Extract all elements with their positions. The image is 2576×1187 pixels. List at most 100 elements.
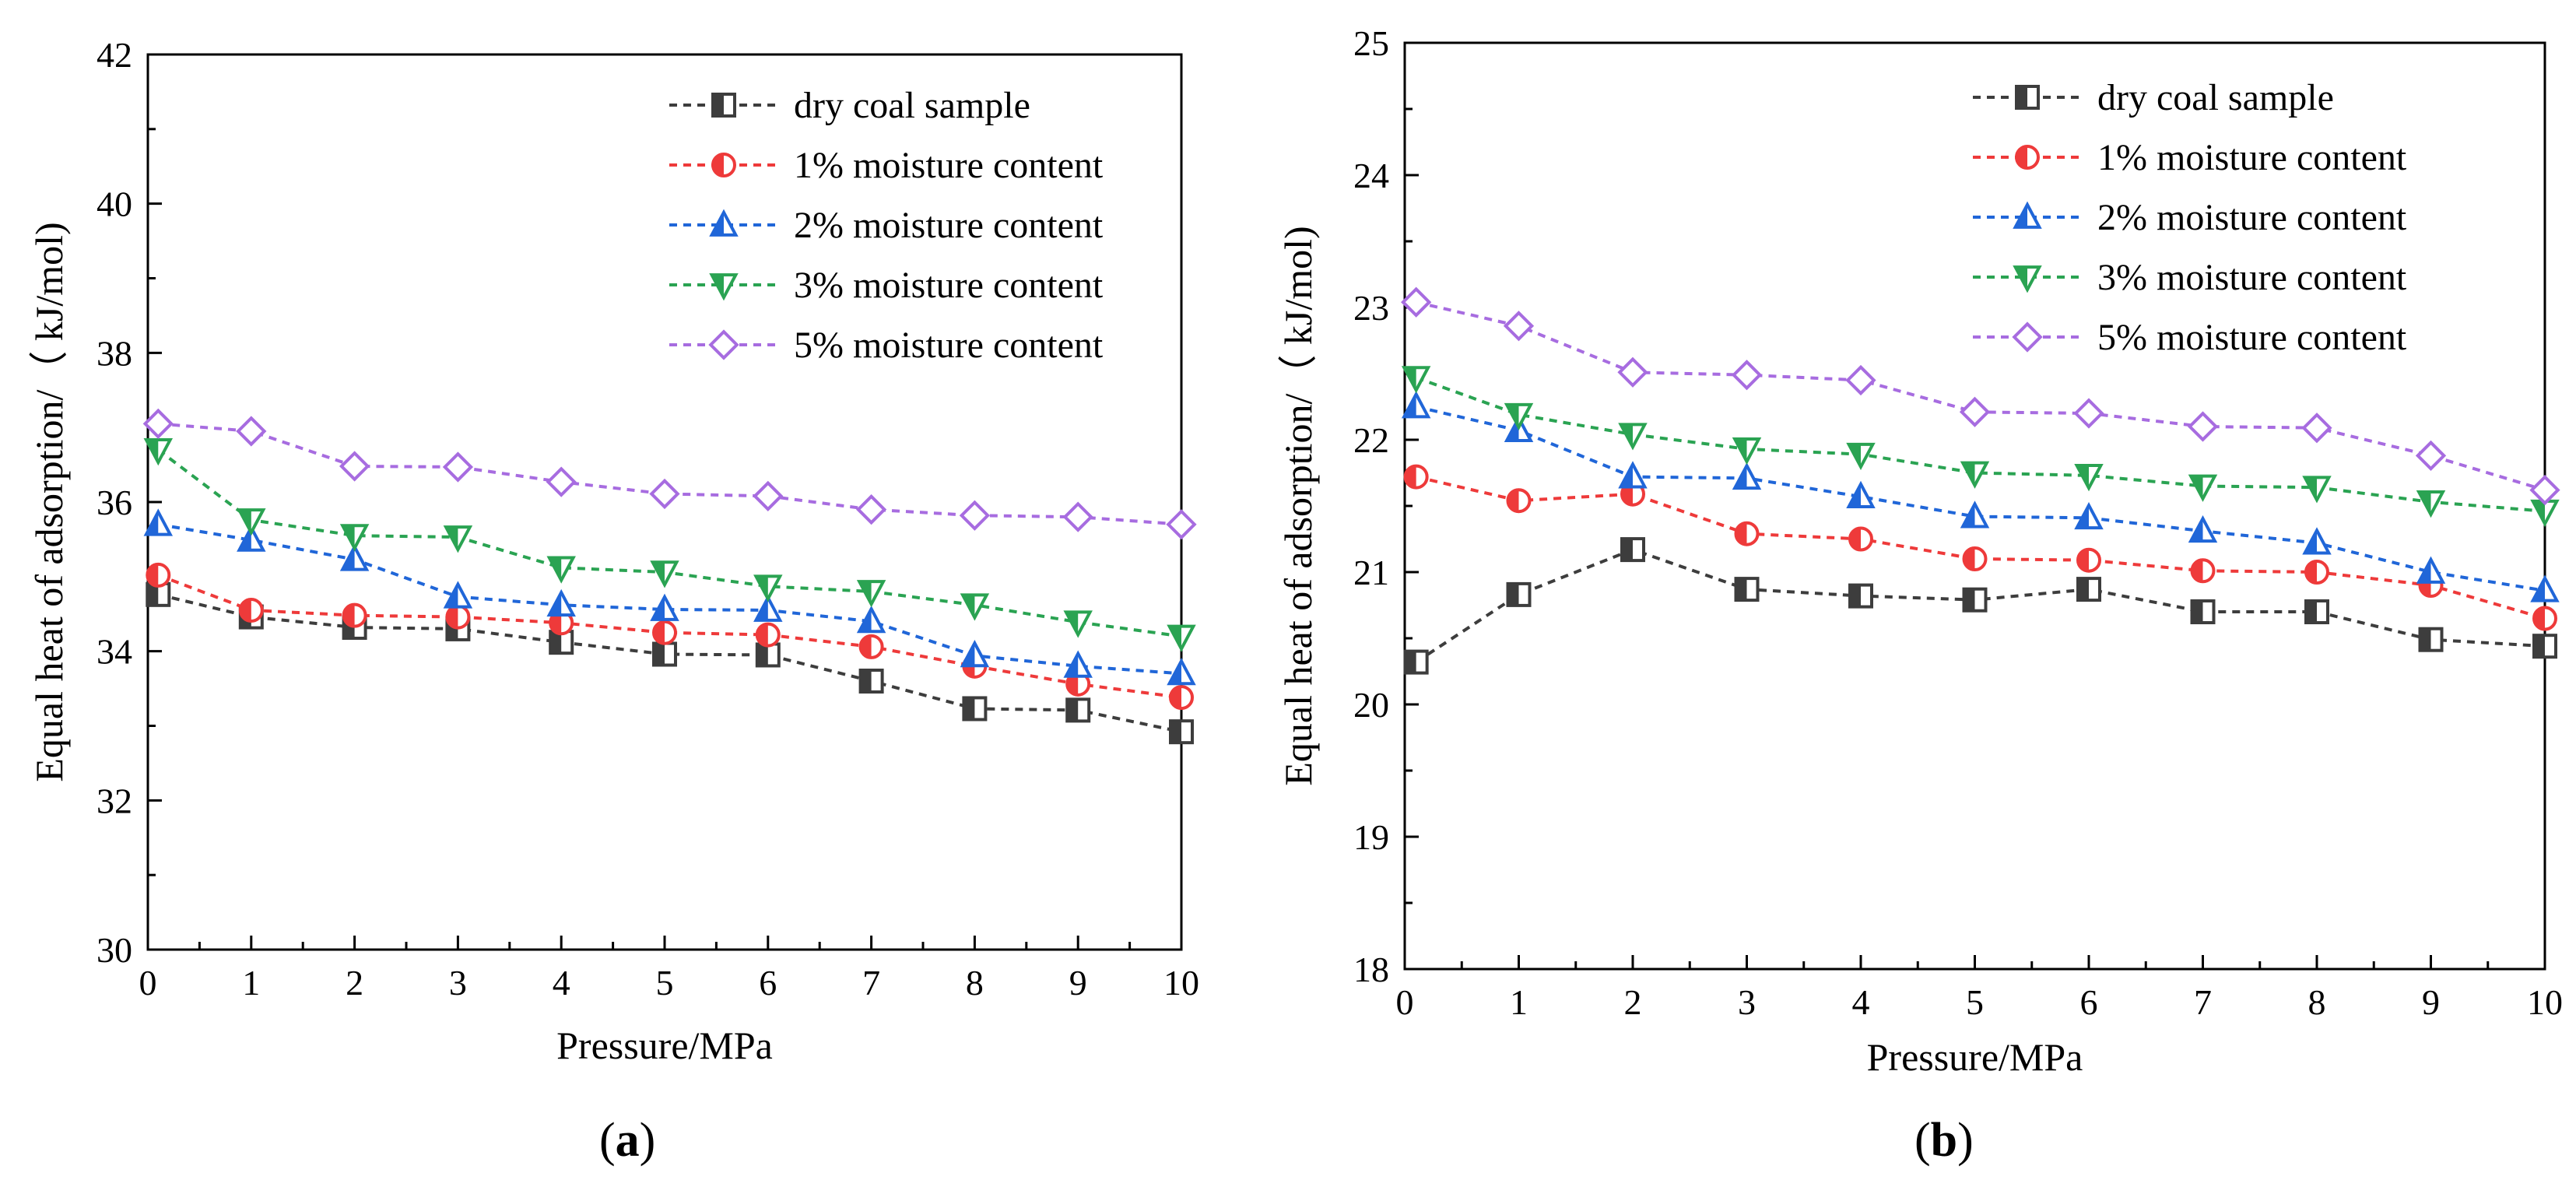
- data-point: [650, 560, 679, 588]
- data-point: [143, 438, 174, 466]
- data-point: [2190, 599, 2216, 624]
- data-point: [652, 641, 677, 667]
- data-point: [339, 524, 370, 552]
- series-1pct-moisture: [1403, 464, 2557, 631]
- panel-a: 0 1 2 3 4 5 6 7 8 9 1030323436384042Pressure/MPaEq…: [27, 35, 1199, 1167]
- data-point: [238, 597, 264, 623]
- data-point: [858, 634, 884, 659]
- legend-item: 2% moisture content: [1973, 197, 2407, 238]
- data-point: [2418, 627, 2444, 652]
- data-point: [445, 604, 471, 630]
- data-point: [342, 602, 367, 628]
- data-point: [2301, 413, 2332, 444]
- data-point: [549, 610, 574, 636]
- data-point: [2076, 547, 2101, 573]
- x-tick-label: 3: [1738, 982, 1756, 1022]
- data-point: [2190, 558, 2216, 584]
- data-point: [2416, 490, 2446, 518]
- data-point: [2074, 464, 2104, 492]
- x-tick-label: 3: [449, 963, 467, 1003]
- x-tick-label: 1: [1510, 982, 1528, 1022]
- data-point: [1618, 423, 1648, 451]
- data-point: [1731, 360, 1763, 391]
- data-point: [960, 593, 990, 621]
- data-point: [1962, 546, 1988, 571]
- data-point: [856, 605, 886, 634]
- legend-marker: [709, 209, 739, 237]
- data-point: [549, 630, 574, 655]
- data-point: [1732, 462, 1762, 490]
- data-point: [2302, 476, 2332, 504]
- data-point: [546, 466, 577, 497]
- data-point: [2076, 577, 2101, 602]
- data-point: [2532, 606, 2557, 631]
- data-point: [1848, 526, 1873, 552]
- panel-b: 0 1 2 3 4 5 6 7 8 9 101819202122232425Pressure/MPa…: [1276, 23, 2563, 1167]
- data-point: [1732, 437, 1762, 465]
- data-point: [650, 593, 679, 621]
- data-point: [1065, 697, 1091, 723]
- y-tick-label: 38: [97, 333, 132, 373]
- legend-label: 1% moisture content: [2097, 137, 2407, 178]
- series-5pct-moisture: [1401, 286, 2560, 506]
- data-point: [1620, 537, 1645, 563]
- y-tick-label: 42: [97, 35, 132, 75]
- data-point: [1846, 442, 1876, 471]
- data-point: [2532, 634, 2557, 659]
- data-point: [1401, 286, 1432, 318]
- data-point: [442, 451, 474, 483]
- data-point: [146, 581, 171, 607]
- data-point: [1063, 610, 1093, 638]
- data-point: [753, 574, 783, 602]
- data-point: [1063, 650, 1093, 678]
- x-tick-label: 4: [553, 963, 570, 1003]
- x-tick-label: 2: [1624, 982, 1642, 1022]
- data-point: [959, 500, 991, 531]
- series-line: [1416, 405, 2546, 592]
- y-axis-label: Equal heat of adsorption/（ kJ/mol): [27, 222, 71, 781]
- data-point: [1848, 583, 1873, 609]
- x-tick-label: 1: [242, 963, 260, 1003]
- data-point: [649, 478, 680, 510]
- legend-label: 2% moisture content: [2097, 197, 2407, 238]
- data-point: [753, 594, 783, 622]
- data-point: [339, 451, 370, 482]
- legend-label: dry coal sample: [794, 85, 1030, 126]
- data-point: [1506, 488, 1532, 514]
- data-point: [1167, 658, 1196, 686]
- data-point: [855, 493, 887, 525]
- legend-marker: [2012, 321, 2043, 353]
- x-tick-label: 8: [2308, 982, 2326, 1022]
- legend-item: dry coal sample: [669, 85, 1030, 126]
- data-point: [2188, 474, 2218, 502]
- data-point: [858, 669, 884, 694]
- legend-marker: [2013, 265, 2042, 293]
- series-dry-coal: [1403, 537, 2557, 675]
- data-point: [2304, 599, 2329, 624]
- x-tick-label: 10: [2527, 982, 2563, 1022]
- data-point: [1401, 366, 1431, 394]
- data-point: [652, 620, 677, 645]
- data-point: [546, 556, 576, 584]
- data-point: [1062, 501, 1093, 532]
- data-point: [2415, 440, 2447, 472]
- data-point: [237, 524, 266, 552]
- data-point: [960, 640, 990, 668]
- y-tick-label: 23: [1353, 288, 1389, 328]
- data-point: [546, 588, 576, 617]
- legend-label: dry coal sample: [2097, 77, 2334, 118]
- panel-label: (b): [1914, 1114, 1974, 1167]
- legend-item: 5% moisture content: [669, 325, 1104, 366]
- data-point: [753, 480, 784, 511]
- legend-label: 2% moisture content: [794, 205, 1104, 246]
- data-point: [962, 696, 988, 722]
- data-point: [2529, 474, 2560, 506]
- data-point: [2304, 560, 2329, 585]
- x-tick-label: 4: [1852, 982, 1870, 1022]
- legend-item: 1% moisture content: [1973, 137, 2407, 178]
- legend-item: dry coal sample: [1973, 77, 2334, 118]
- y-tick-label: 22: [1353, 420, 1389, 460]
- data-point: [1960, 500, 1990, 529]
- y-tick-label: 24: [1353, 156, 1389, 195]
- legend-marker: [2015, 85, 2040, 110]
